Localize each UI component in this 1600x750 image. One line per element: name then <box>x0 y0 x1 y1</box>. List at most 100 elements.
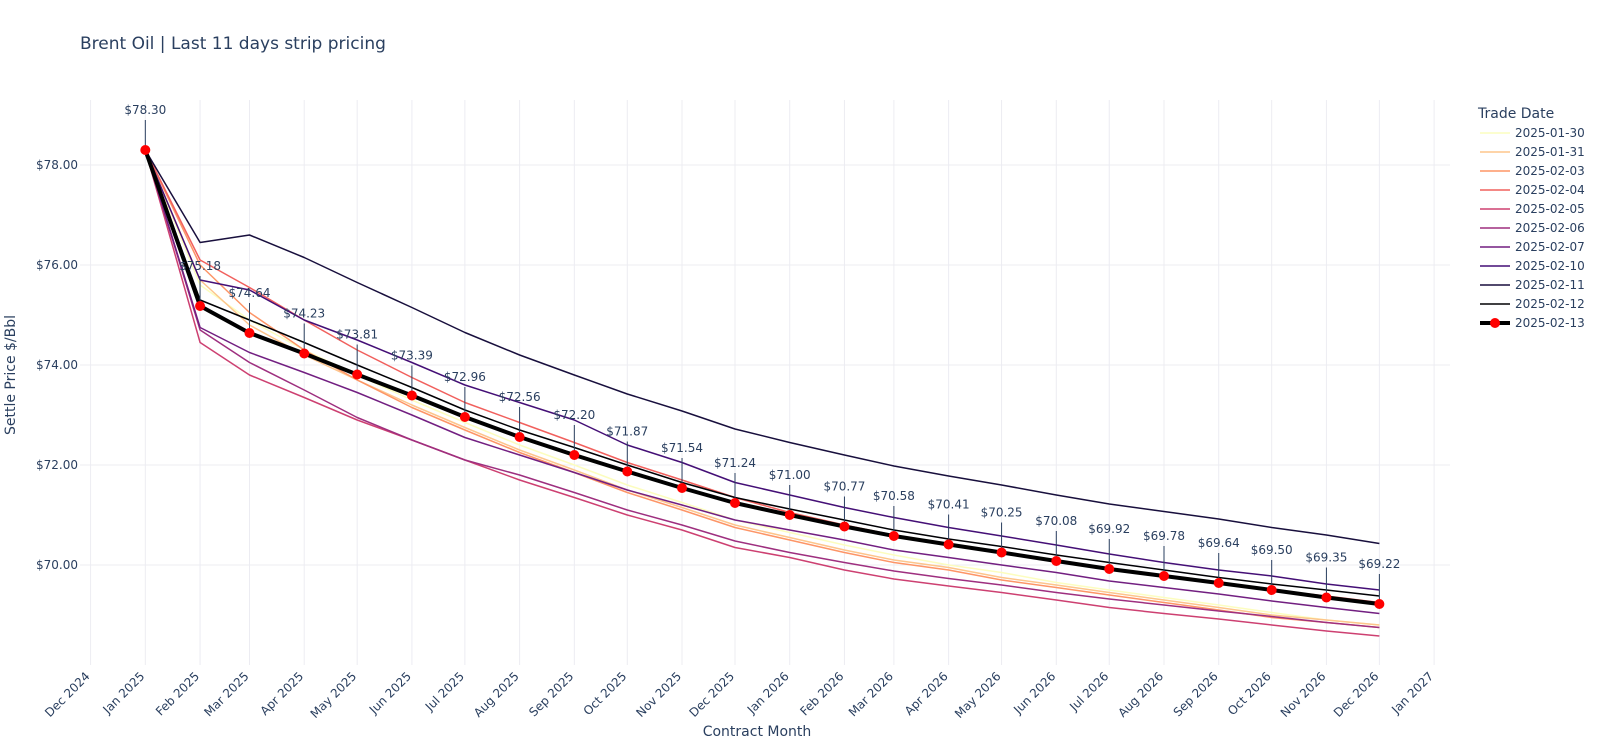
x-tick-label: Feb 2026 <box>797 669 846 718</box>
x-tick-label: Dec 2025 <box>686 669 737 720</box>
x-tick-label: Jun 2026 <box>1010 669 1058 717</box>
legend-label: 2025-01-30 <box>1515 126 1585 140</box>
series-line-2025-01-30 <box>144 149 1380 626</box>
data-point-marker[interactable] <box>1321 592 1332 603</box>
x-tick-label: May 2025 <box>308 669 360 721</box>
data-point-marker[interactable] <box>943 539 954 550</box>
legend-label: 2025-02-12 <box>1515 297 1585 311</box>
legend-item[interactable]: 2025-02-05 <box>1480 202 1585 216</box>
annotation-label: $70.08 <box>1035 514 1077 528</box>
annotation-label: $71.00 <box>769 468 811 482</box>
data-point-marker[interactable] <box>140 145 151 155</box>
series-layer <box>143 149 1380 637</box>
data-point-marker[interactable] <box>406 390 417 401</box>
data-point-marker[interactable] <box>299 348 310 359</box>
annotation-label: $70.58 <box>873 489 915 503</box>
data-point-marker[interactable] <box>729 498 740 508</box>
y-tick-label: $70.00 <box>36 558 78 572</box>
data-point-marker[interactable] <box>839 521 850 532</box>
annotation-label: $70.77 <box>823 480 865 494</box>
annotation-label: $73.39 <box>391 349 433 363</box>
y-tick-label: $74.00 <box>36 358 78 372</box>
x-tick-label: May 2026 <box>952 669 1004 721</box>
legend-marker <box>1490 318 1500 328</box>
legend-item[interactable]: 2025-02-12 <box>1480 297 1585 311</box>
x-axis-title: Contract Month <box>703 724 812 740</box>
x-tick-label: Apr 2026 <box>902 669 951 718</box>
y-tick-label: $72.00 <box>36 458 78 472</box>
data-point-marker[interactable] <box>888 531 899 541</box>
legend-label: 2025-02-03 <box>1515 164 1585 178</box>
y-tick-label: $78.00 <box>36 158 78 172</box>
annotation-label: $71.54 <box>661 441 703 455</box>
legend[interactable]: Trade Date 2025-01-30 2025-01-31 2025-02-0… <box>1477 106 1585 330</box>
annotation-label: $73.81 <box>336 328 378 342</box>
data-point-marker[interactable] <box>244 328 255 338</box>
x-tick-label: Aug 2025 <box>471 669 522 720</box>
legend-label: 2025-02-04 <box>1515 183 1585 197</box>
annotation-label: $71.24 <box>714 456 756 470</box>
annotation-layer: $78.30 $75.18 $74.64 $74.23 $73.81 $73.39 $72.… <box>124 103 1400 604</box>
x-tick-label: Jan 2026 <box>744 669 792 717</box>
series-line-2025-02-12 <box>144 149 1380 597</box>
legend-item[interactable]: 2025-02-13 <box>1480 316 1585 330</box>
legend-label: 2025-02-11 <box>1515 278 1585 292</box>
series-line-2025-02-05 <box>144 149 1380 637</box>
data-point-marker[interactable] <box>1104 564 1115 574</box>
data-point-marker[interactable] <box>622 466 633 477</box>
series-line-2025-02-07 <box>144 149 1380 615</box>
data-point-marker[interactable] <box>1266 585 1277 595</box>
x-tick-label: Feb 2025 <box>153 669 202 718</box>
x-tick-label: Jul 2025 <box>422 669 467 714</box>
data-point-marker[interactable] <box>784 510 795 520</box>
legend-item[interactable]: 2025-02-04 <box>1480 183 1585 197</box>
legend-label: 2025-02-07 <box>1515 240 1585 254</box>
data-point-marker[interactable] <box>1213 578 1224 588</box>
annotation-label: $72.96 <box>444 370 486 384</box>
x-tick-label: Jan 2027 <box>1388 669 1436 717</box>
annotation-label: $69.50 <box>1251 543 1293 557</box>
annotation-label: $69.35 <box>1305 551 1347 565</box>
data-point-marker[interactable] <box>459 412 470 422</box>
annotation-label: $69.78 <box>1143 529 1185 543</box>
legend-item[interactable]: 2025-02-06 <box>1480 221 1585 235</box>
x-tick-label: Nov 2025 <box>633 669 684 720</box>
data-point-marker[interactable] <box>1051 556 1062 566</box>
annotation-label: $72.56 <box>499 390 541 404</box>
x-tick-label: Jan 2025 <box>99 669 147 717</box>
marker-layer <box>140 145 1385 609</box>
annotation-label: $69.22 <box>1358 557 1400 571</box>
series-line-2025-02-10 <box>144 149 1380 591</box>
annotation-label: $72.20 <box>553 408 595 422</box>
legend-item[interactable]: 2025-01-30 <box>1480 126 1585 140</box>
legend-label: 2025-02-06 <box>1515 221 1585 235</box>
legend-item[interactable]: 2025-02-11 <box>1480 278 1585 292</box>
x-tick-label: Mar 2025 <box>201 669 251 719</box>
y-axis: $70.00 $72.00 $74.00 $76.00 $78.00 <box>36 158 78 572</box>
x-tick-label: Mar 2026 <box>846 669 896 719</box>
legend-item[interactable]: 2025-02-10 <box>1480 259 1585 273</box>
data-point-marker[interactable] <box>1374 599 1385 609</box>
y-axis-title: Settle Price $/Bbl <box>3 315 19 435</box>
data-point-marker[interactable] <box>677 483 688 493</box>
legend-item[interactable]: 2025-02-07 <box>1480 240 1585 254</box>
annotation-label: $74.23 <box>283 307 325 321</box>
x-tick-label: Oct 2025 <box>581 669 630 718</box>
data-point-marker[interactable] <box>352 369 363 380</box>
x-tick-label: Dec 2026 <box>1331 669 1382 720</box>
x-tick-label: Nov 2026 <box>1278 669 1329 720</box>
data-point-marker[interactable] <box>996 547 1007 558</box>
series-line-2025-02-11 <box>144 149 1380 545</box>
data-point-marker[interactable] <box>195 301 206 311</box>
data-point-marker[interactable] <box>514 432 525 442</box>
annotation-label: $69.92 <box>1088 522 1130 536</box>
legend-item[interactable]: 2025-01-31 <box>1480 145 1585 159</box>
x-tick-label: Jul 2026 <box>1066 669 1111 714</box>
data-point-marker[interactable] <box>1158 571 1169 581</box>
x-tick-label: Oct 2026 <box>1225 669 1274 718</box>
legend-item[interactable]: 2025-02-03 <box>1480 164 1585 178</box>
data-point-marker[interactable] <box>569 450 580 460</box>
legend-label: 2025-02-10 <box>1515 259 1585 273</box>
